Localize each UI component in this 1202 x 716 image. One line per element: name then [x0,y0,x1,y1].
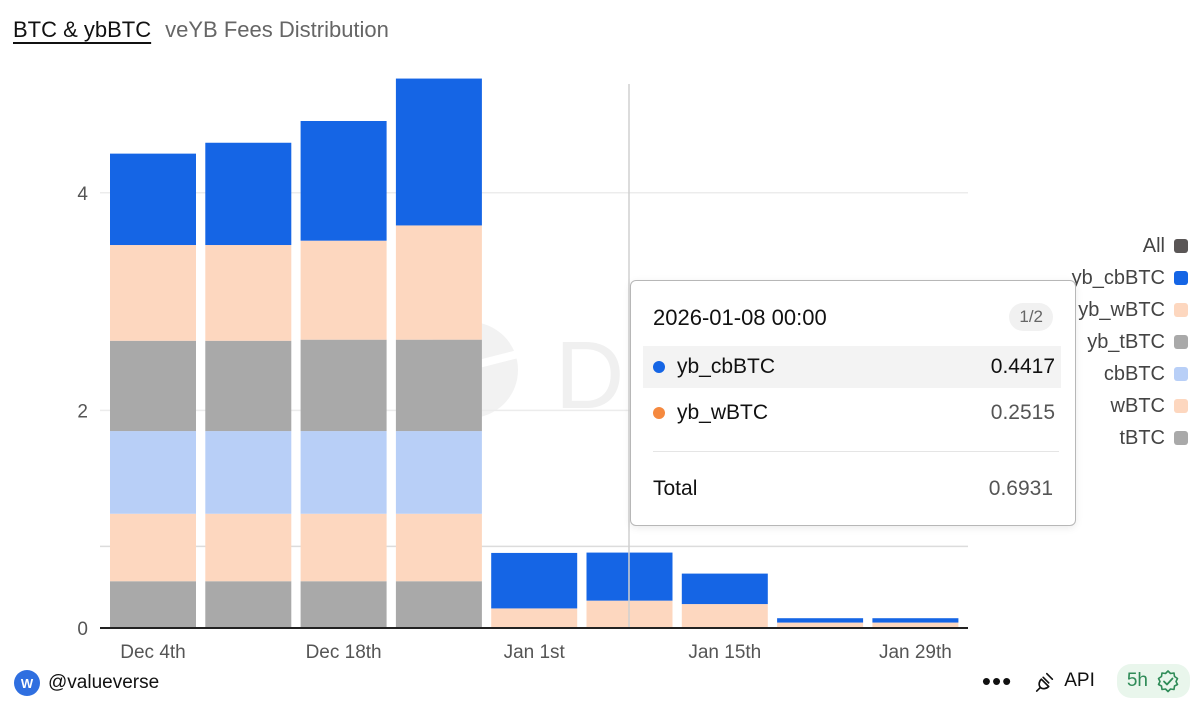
legend-label: All [1142,234,1165,257]
y-tick-label: 4 [77,184,88,205]
header: BTC & ybBTC veYB Fees Distribution [13,17,389,43]
bar-segment-yb-wbtc [681,604,768,628]
tooltip-total: Total 0.6931 [653,477,1053,501]
bar-segment-cbbtc [300,431,387,514]
api-button[interactable]: API [1034,670,1095,692]
legend-label: tBTC [1119,426,1165,449]
author-handle[interactable]: @valueverse [48,672,160,693]
bar-segment-wbtc [110,513,196,582]
valueverse-logo-icon: W [14,670,40,696]
author[interactable]: W @valueverse [14,670,159,696]
more-icon[interactable]: ••• [981,666,1013,696]
bar-segment-wbtc [205,513,292,582]
footer-actions: ••• API 5h [982,664,1190,698]
legend-item-yb-cbbtc[interactable]: yb_cbBTC [1072,262,1188,294]
legend-label: yb_wBTC [1078,298,1165,321]
bar-segment-yb-tbtc [110,340,196,432]
refresh-badge[interactable]: 5h [1116,664,1190,698]
bar-segment-yb-wbtc [110,245,196,341]
chart-subtitle: veYB Fees Distribution [165,17,389,42]
bar-segment-wbtc [395,513,482,582]
bar-segment-yb-cbbtc [300,120,387,241]
y-tick-label: 0 [77,619,88,640]
bar-segment-yb-cbbtc [872,618,959,623]
bar-segment-yb-wbtc [491,608,578,628]
legend-label: yb_tBTC [1087,330,1165,353]
legend-item-cbbtc[interactable]: cbBTC [1104,358,1188,390]
x-tick-label: Dec 4th [120,642,185,663]
x-tick-label: Jan 1st [504,642,566,663]
legend-item-wbtc[interactable]: wBTC [1111,390,1188,422]
bar-segment-yb-cbbtc [205,142,292,246]
bar-segment-yb-cbbtc [681,573,768,605]
legend-item-yb-wbtc[interactable]: yb_wBTC [1078,294,1188,326]
tooltip-series-value: 0.2515 [990,401,1055,424]
bar-segment-wbtc [300,513,387,582]
tooltip-total-label: Total [653,477,698,500]
bar-segment-yb-wbtc [872,622,959,628]
bar-segment-cbbtc [205,431,292,514]
tooltip-divider [653,451,1059,452]
bar-segment-cbbtc [110,431,196,514]
tooltip-row: yb_cbBTC 0.4417 [643,346,1061,388]
plug-icon [1036,672,1054,692]
legend-item-yb-tbtc[interactable]: yb_tBTC [1087,326,1188,358]
legend-swatch [1174,239,1188,253]
bar-segment-tbtc [205,581,292,628]
legend-swatch [1174,399,1188,413]
api-label: API [1064,670,1095,691]
x-tick-label: Jan 15th [688,642,761,663]
tooltip-series-name: yb_cbBTC [677,355,776,378]
tooltip-date: 2026-01-08 00:00 [653,305,827,330]
x-tick-label: Dec 18th [306,642,382,663]
bar-segment-yb-cbbtc [110,153,196,246]
series-dot-icon [653,361,665,373]
legend-label: wBTC [1110,394,1165,417]
bar-segment-yb-cbbtc [777,618,864,623]
bar-segment-yb-cbbtc [491,552,578,609]
tooltip: 2026-01-08 00:00 1/2 yb_cbBTC 0.4417 yb_… [630,280,1076,526]
bar-segment-yb-tbtc [395,339,482,432]
legend-label: cbBTC [1103,362,1165,385]
bar-segment-yb-wbtc [395,225,482,340]
tab-btc-ybbtc[interactable]: BTC & ybBTC [13,17,152,42]
bar-segment-tbtc [300,581,387,628]
watermark-text: D [555,322,624,429]
tooltip-total-value: 0.6931 [988,477,1053,500]
bar-segment-yb-wbtc [205,245,292,341]
legend-swatch [1174,271,1188,285]
tooltip-series-value: 0.4417 [990,355,1055,378]
tooltip-page-indicator[interactable]: 1/2 [1009,303,1053,331]
bar-segment-yb-wbtc [777,622,864,628]
legend: All yb_cbBTC yb_wBTC yb_tBTC cbBTC wBTC tBTC [1072,230,1188,454]
bar-segment-cbbtc [395,431,482,514]
x-tick-label: Jan 29th [879,642,952,663]
bar-segment-yb-cbbtc [395,78,482,226]
series-dot-icon [653,407,665,419]
legend-swatch [1174,303,1188,317]
tooltip-row: yb_wBTC 0.2515 [643,392,1061,434]
bar-segment-tbtc [395,581,482,628]
tooltip-series-name: yb_wBTC [677,401,769,424]
legend-item-all[interactable]: All [1143,230,1188,262]
verified-badge-icon [1157,670,1179,693]
y-tick-label: 2 [77,401,88,422]
legend-swatch [1174,367,1188,381]
bar-segment-yb-tbtc [300,339,387,432]
bar-segment-tbtc [110,581,196,628]
bar-segment-yb-tbtc [205,340,292,432]
bar-segment-yb-wbtc [300,240,387,340]
legend-label: yb_cbBTC [1071,266,1165,289]
legend-swatch [1174,335,1188,349]
legend-swatch [1174,431,1188,445]
refresh-label: 5h [1126,670,1148,691]
legend-item-tbtc[interactable]: tBTC [1119,422,1188,454]
